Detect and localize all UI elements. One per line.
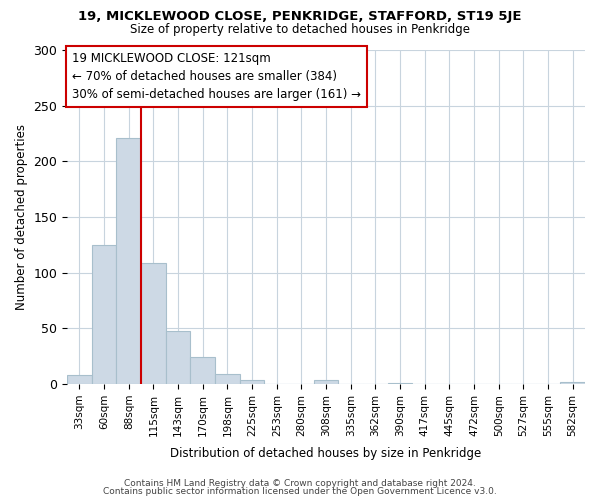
Bar xyxy=(314,380,338,384)
Bar xyxy=(190,358,215,384)
Bar xyxy=(116,138,141,384)
Text: 19 MICKLEWOOD CLOSE: 121sqm
← 70% of detached houses are smaller (384)
30% of se: 19 MICKLEWOOD CLOSE: 121sqm ← 70% of det… xyxy=(73,52,361,100)
Bar xyxy=(560,382,585,384)
Y-axis label: Number of detached properties: Number of detached properties xyxy=(15,124,28,310)
Bar xyxy=(92,245,116,384)
Bar xyxy=(388,383,412,384)
Bar xyxy=(166,330,190,384)
Bar xyxy=(67,375,92,384)
Text: 19, MICKLEWOOD CLOSE, PENKRIDGE, STAFFORD, ST19 5JE: 19, MICKLEWOOD CLOSE, PENKRIDGE, STAFFOR… xyxy=(78,10,522,23)
Bar xyxy=(141,262,166,384)
Text: Contains HM Land Registry data © Crown copyright and database right 2024.: Contains HM Land Registry data © Crown c… xyxy=(124,478,476,488)
Text: Contains public sector information licensed under the Open Government Licence v3: Contains public sector information licen… xyxy=(103,487,497,496)
Text: Size of property relative to detached houses in Penkridge: Size of property relative to detached ho… xyxy=(130,22,470,36)
Bar xyxy=(240,380,265,384)
Bar xyxy=(215,374,240,384)
X-axis label: Distribution of detached houses by size in Penkridge: Distribution of detached houses by size … xyxy=(170,447,482,460)
